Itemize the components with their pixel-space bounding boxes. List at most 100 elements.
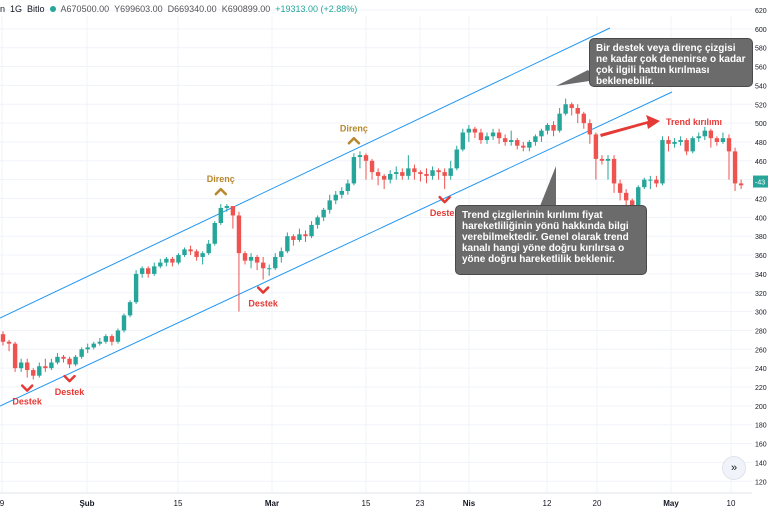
candle-body (152, 266, 157, 274)
price-tick-label: 260 (755, 347, 767, 354)
resistance-chevron-icon (347, 137, 361, 145)
candle-body (339, 190, 344, 195)
candle-body (188, 249, 193, 252)
candle-body (672, 141, 677, 144)
candle-body (636, 187, 641, 214)
candle-body (224, 206, 230, 208)
candle-body (448, 168, 453, 176)
candle-body (236, 215, 242, 254)
candle-body (726, 138, 732, 152)
candle-body (321, 209, 326, 218)
time-tick-label: Nis (463, 499, 476, 508)
candle-body (581, 113, 586, 124)
candle-body (109, 336, 115, 342)
candle-body (654, 179, 659, 184)
candle-body (127, 302, 133, 316)
price-tick-label: 480 (755, 140, 767, 147)
candle-body (521, 145, 526, 148)
candle-body (738, 183, 744, 186)
candle-body (357, 155, 363, 158)
price-tick-label: 160 (755, 442, 767, 449)
time-tick-label: May (663, 499, 679, 508)
price-tick-label: 400 (755, 215, 767, 222)
candle-body (690, 138, 695, 152)
candle-body (115, 330, 121, 342)
support-chevron-icon (438, 195, 451, 204)
candle-body (509, 140, 514, 142)
candle-body (260, 262, 266, 269)
price-tick-label: 320 (755, 291, 767, 298)
candle-body (18, 362, 24, 369)
candle-body (454, 149, 459, 169)
candle-body (406, 168, 411, 176)
price-axis[interactable]: 6206005805605405205004804604404204003803… (753, 8, 768, 486)
candle-body (6, 341, 12, 344)
price-tick-label: 360 (755, 253, 767, 260)
channel-lower-line (0, 91, 673, 407)
candle-body (714, 138, 720, 142)
resistance-label: Direnç (207, 174, 235, 184)
candle-body (533, 136, 538, 142)
support-label: Destek (430, 208, 461, 218)
candle-body (85, 347, 90, 350)
candle-body (206, 243, 211, 254)
candle-body (248, 256, 254, 261)
candle-body (55, 356, 60, 363)
time-tick-label: Mar (265, 499, 279, 508)
candle-body (605, 158, 611, 161)
support-chevron-icon (256, 286, 270, 294)
trend-channel (0, 27, 673, 407)
high-value: Y699603.00 (114, 4, 163, 14)
symbol-name[interactable]: n (0, 4, 6, 14)
candle-body (315, 217, 320, 225)
candle-body (381, 175, 387, 180)
support-chevron-icon (63, 374, 76, 383)
price-tick-label: 140 (755, 460, 767, 467)
candle-body (400, 172, 405, 176)
candle-body (363, 155, 369, 161)
scroll-to-realtime-button[interactable]: » (722, 456, 746, 480)
candle-body (25, 362, 30, 371)
candle-body (557, 113, 562, 131)
price-tick-label: 460 (755, 159, 767, 166)
interval-label[interactable]: 1G (10, 4, 23, 14)
price-tick-label: 560 (755, 65, 767, 72)
annotations: DestekDestekDirençDestekDirençDestekTren… (12, 70, 722, 407)
candle-body (242, 253, 248, 261)
candle-body (642, 179, 647, 188)
open-value: A670500.00 (60, 4, 110, 14)
candle-body (121, 315, 127, 331)
price-tick-label: 500 (755, 121, 767, 128)
market-status-icon (49, 6, 56, 12)
price-tick-label: 380 (755, 234, 767, 241)
candle-body (502, 138, 508, 142)
candle-body (496, 132, 502, 139)
change-value: +19313.00 (+2.88%) (275, 4, 358, 14)
candle-body (551, 124, 556, 131)
time-tick-label: 15 (174, 499, 183, 508)
candle-body (97, 341, 102, 344)
candle-body (285, 236, 290, 252)
candle-body (12, 343, 18, 369)
resistance-label: Direnç (340, 123, 368, 133)
double-chevron-right-icon: » (730, 462, 738, 474)
price-tick-label: 520 (755, 102, 767, 109)
price-tick-label: 300 (755, 310, 767, 317)
candle-body (103, 336, 109, 342)
candle-body (291, 236, 296, 240)
candle-body (369, 160, 375, 173)
breakout-label: Trend kırılımı (666, 117, 722, 127)
time-axis[interactable]: 9 Şub 15 Mar 15 23 Nis 12 20 May 10 (0, 492, 752, 508)
candle-body (91, 343, 96, 348)
candle-body (297, 234, 302, 240)
candle-body (194, 251, 199, 257)
candle-body (424, 173, 429, 176)
candle-body (170, 258, 175, 263)
candle-body (623, 192, 629, 201)
candle-body (648, 179, 653, 181)
close-value: K690899.00 (221, 4, 271, 14)
candle-body (412, 168, 417, 173)
candle-body (545, 124, 550, 131)
